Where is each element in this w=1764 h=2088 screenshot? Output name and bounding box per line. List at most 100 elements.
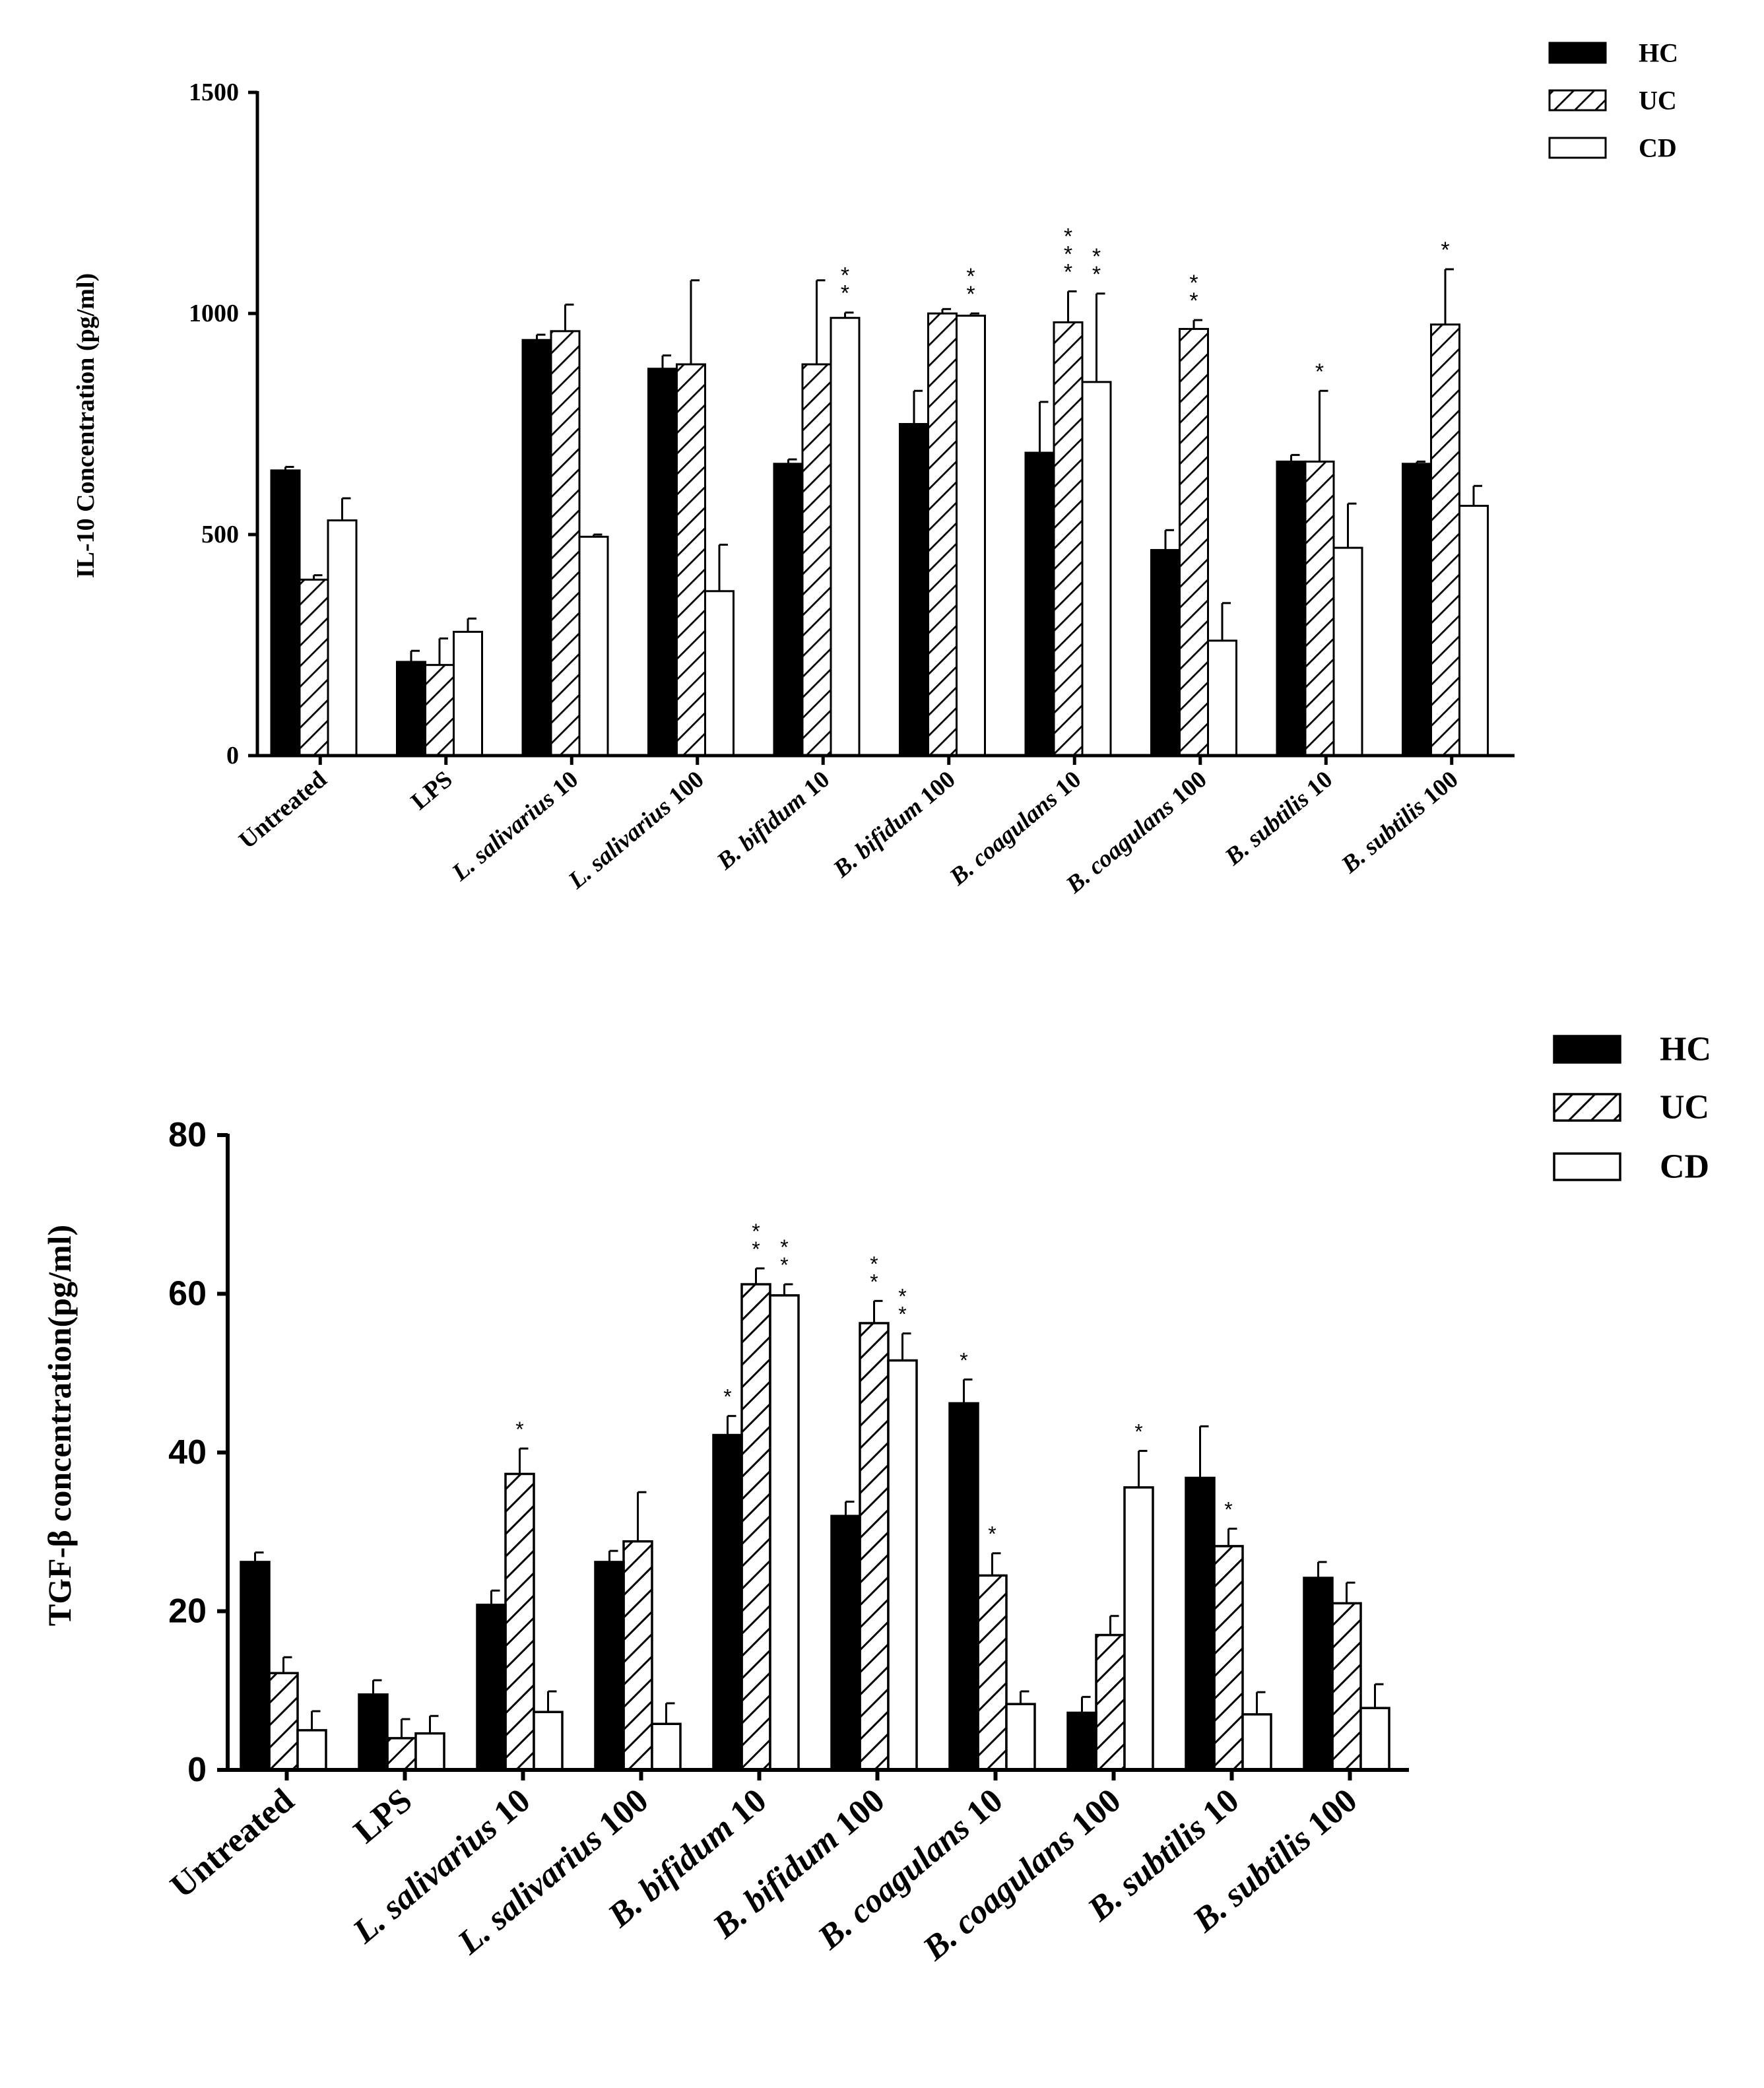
bar-cd bbox=[887, 1359, 918, 1771]
legend-swatch-hc bbox=[1553, 1035, 1621, 1064]
significance-star: * bbox=[1064, 242, 1072, 267]
bar-hc bbox=[396, 661, 426, 757]
bar-hc bbox=[712, 1433, 743, 1771]
bar-hc bbox=[1402, 463, 1432, 757]
significance-star: * bbox=[1224, 1497, 1232, 1521]
bar-uc bbox=[676, 363, 706, 757]
bar-uc bbox=[1179, 327, 1209, 757]
significance-star: * bbox=[515, 1418, 523, 1441]
x-tick-label: Untreated bbox=[234, 766, 332, 854]
legend-label-uc: UC bbox=[1660, 1089, 1709, 1126]
bar-cd bbox=[830, 317, 861, 757]
bar-uc bbox=[740, 1283, 771, 1771]
significance-star: * bbox=[723, 1385, 731, 1409]
y-tick-label: 60 bbox=[168, 1275, 207, 1313]
x-tick-label: LPS bbox=[406, 766, 457, 815]
bar-hc bbox=[899, 423, 929, 757]
legend-swatch-hc bbox=[1548, 42, 1607, 64]
bar-uc bbox=[1213, 1545, 1244, 1771]
significance-star: * bbox=[841, 281, 849, 306]
bar-cd bbox=[651, 1722, 682, 1771]
bar-uc bbox=[927, 312, 958, 757]
bar-uc bbox=[801, 363, 832, 757]
x-tick-label-part: LPS bbox=[347, 1782, 420, 1851]
bar-hc bbox=[1303, 1577, 1334, 1771]
y-axis-title: IL-10 Concentration (pg/ml) bbox=[72, 273, 100, 578]
bar-hc bbox=[270, 469, 301, 757]
bar-cd bbox=[414, 1732, 445, 1771]
significance-star: * bbox=[1064, 260, 1072, 285]
x-tick-label: Untreated bbox=[164, 1781, 302, 1905]
x-tick-label: B. coagulans 100 bbox=[915, 1782, 1128, 1969]
legend-swatch-uc bbox=[1548, 89, 1607, 112]
bar-hc bbox=[521, 339, 552, 757]
y-tick-label: 0 bbox=[226, 742, 239, 769]
significance-star: * bbox=[1064, 224, 1072, 249]
y-tick-label: 1500 bbox=[189, 79, 239, 106]
significance-star: * bbox=[898, 1303, 906, 1326]
bar-cd bbox=[1207, 639, 1237, 757]
bar-cd bbox=[296, 1729, 327, 1771]
significance-star: * bbox=[1189, 271, 1198, 296]
bar-hc bbox=[1185, 1476, 1216, 1771]
x-tick-label-part: B. coagulans bbox=[1061, 793, 1179, 899]
bar-cd bbox=[1458, 504, 1489, 757]
y-tick-label: 20 bbox=[168, 1592, 207, 1631]
bar-cd bbox=[1123, 1486, 1154, 1771]
bar-uc bbox=[298, 578, 329, 757]
x-tick-label-part: L. salivarius bbox=[447, 785, 560, 887]
x-tick-label-part: Untreated bbox=[164, 1781, 302, 1905]
bar-hc bbox=[1066, 1711, 1097, 1771]
legend-label-cd: CD bbox=[1660, 1148, 1709, 1186]
bar-hc bbox=[830, 1515, 861, 1771]
significance-star: * bbox=[1092, 262, 1101, 287]
bar-uc bbox=[550, 330, 581, 757]
significance-star: * bbox=[966, 264, 975, 289]
bar-uc bbox=[268, 1672, 299, 1771]
bar-hc bbox=[773, 463, 804, 757]
bar-cd bbox=[453, 630, 483, 757]
y-tick-label: 500 bbox=[201, 521, 239, 548]
legend-label-hc: HC bbox=[1639, 38, 1678, 68]
bar-uc bbox=[1430, 323, 1460, 757]
significance-star: * bbox=[1315, 359, 1324, 384]
bar-uc bbox=[977, 1574, 1008, 1771]
x-tick-label: B. subtilis 100 bbox=[1336, 766, 1463, 878]
bar-uc bbox=[1331, 1602, 1362, 1771]
x-tick-label-part: L. salivarius bbox=[563, 793, 676, 895]
x-tick-label-part: Untreated bbox=[234, 766, 332, 854]
bar-cd bbox=[1241, 1713, 1272, 1771]
x-tick-label: LPS bbox=[347, 1782, 420, 1851]
significance-star: * bbox=[780, 1253, 788, 1277]
x-tick-label-part: B. coagulans bbox=[944, 785, 1063, 891]
bar-uc bbox=[1053, 321, 1084, 757]
y-axis-title: TGF-β concentration(pg/ml) bbox=[41, 1225, 78, 1626]
significance-star: * bbox=[870, 1252, 878, 1276]
legend-label-cd: CD bbox=[1639, 133, 1677, 163]
bar-cd bbox=[704, 590, 735, 757]
bar-cd bbox=[1005, 1703, 1036, 1771]
y-tick-label: 80 bbox=[168, 1116, 207, 1154]
bar-cd bbox=[327, 519, 358, 757]
x-tick-label: B. bifidum 100 bbox=[828, 766, 960, 883]
x-tick-label: L. salivarius 10 bbox=[447, 766, 583, 886]
bar-hc bbox=[358, 1693, 389, 1771]
bar-cd bbox=[1332, 546, 1363, 757]
significance-star: * bbox=[870, 1270, 878, 1293]
bar-hc bbox=[476, 1604, 507, 1771]
bar-cd bbox=[1359, 1707, 1390, 1771]
significance-star: * bbox=[1441, 238, 1449, 263]
bar-uc bbox=[386, 1737, 417, 1771]
significance-star: * bbox=[752, 1220, 760, 1243]
bar-hc bbox=[594, 1561, 625, 1771]
bar-hc bbox=[948, 1402, 979, 1771]
x-tick-label: L. salivarius 100 bbox=[563, 766, 709, 894]
y-tick-label: 0 bbox=[187, 1751, 207, 1789]
bar-uc bbox=[1304, 460, 1335, 757]
significance-star: * bbox=[988, 1522, 996, 1546]
x-tick-label: B. coagulans 10 bbox=[944, 766, 1086, 891]
x-tick-label-part: B. bifidum bbox=[711, 785, 812, 875]
